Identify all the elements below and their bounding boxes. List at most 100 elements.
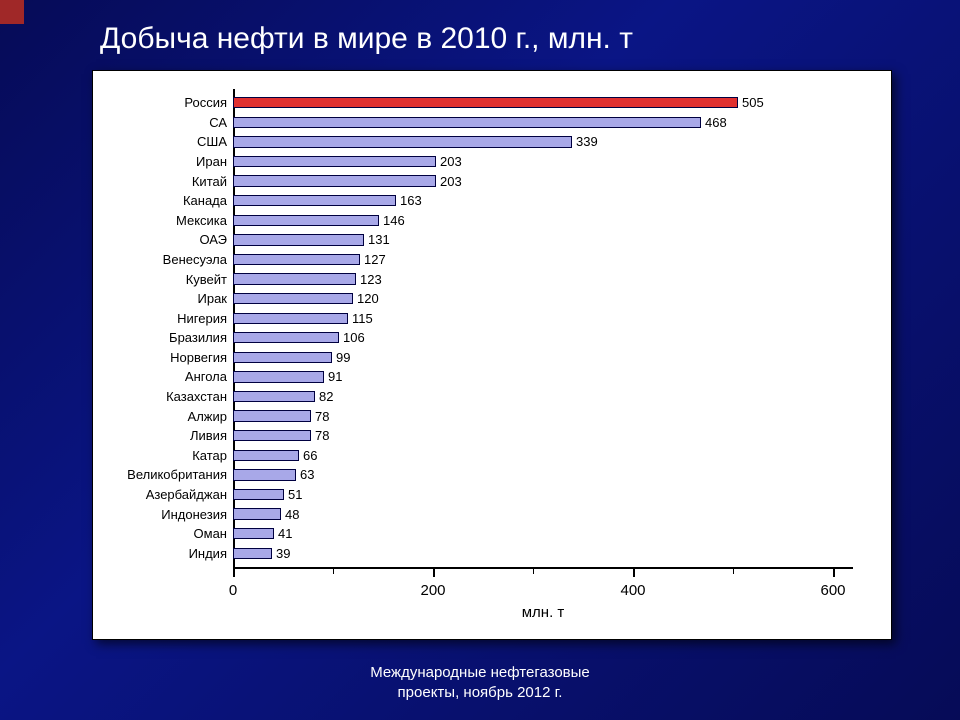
bar-value-label: 63 — [296, 467, 314, 482]
bar — [233, 195, 396, 206]
country-label: США — [93, 134, 233, 149]
x-tick-label: 600 — [820, 582, 845, 599]
bar-row: Ливия78 — [233, 428, 853, 443]
bar-row: СА468 — [233, 115, 853, 130]
country-label: Алжир — [93, 408, 233, 423]
bar-row: Ирак120 — [233, 291, 853, 306]
bar-row: Казахстан82 — [233, 389, 853, 404]
bar-value-label: 146 — [379, 213, 405, 228]
x-tick — [833, 569, 835, 577]
bar — [233, 234, 364, 245]
bar-value-label: 66 — [299, 448, 317, 463]
bar — [233, 489, 284, 500]
bar — [233, 450, 299, 461]
bar-value-label: 203 — [436, 173, 462, 188]
bar — [233, 313, 348, 324]
country-label: Россия — [93, 95, 233, 110]
bar — [233, 332, 339, 343]
bar — [233, 430, 311, 441]
x-tick — [233, 569, 235, 577]
bar-value-label: 91 — [324, 369, 342, 384]
bar-value-label: 163 — [396, 193, 422, 208]
bar-value-label: 51 — [284, 487, 302, 502]
bar-value-label: 505 — [738, 95, 764, 110]
bar-highlight — [233, 97, 738, 108]
bar-row: Нигерия115 — [233, 311, 853, 326]
bar-value-label: 131 — [364, 232, 390, 247]
x-axis-label: млн. т — [522, 604, 565, 621]
bar-row: Ангола91 — [233, 369, 853, 384]
bar-row: Великобритания63 — [233, 467, 853, 482]
bar-row: Канада163 — [233, 193, 853, 208]
x-axis — [233, 567, 853, 569]
country-label: Ангола — [93, 369, 233, 384]
bar-value-label: 115 — [348, 311, 373, 326]
bar-row: ОАЭ131 — [233, 232, 853, 247]
bar-row: Венесуэла127 — [233, 252, 853, 267]
country-label: Кувейт — [93, 271, 233, 286]
bar — [233, 136, 572, 147]
footer-line-2: проекты, ноябрь 2012 г. — [398, 684, 563, 701]
bar-value-label: 127 — [360, 252, 386, 267]
bar-row: Россия505 — [233, 95, 853, 110]
country-label: Венесуэла — [93, 252, 233, 267]
bar-row: Индонезия48 — [233, 506, 853, 521]
bar — [233, 528, 274, 539]
bar-row: Алжир78 — [233, 408, 853, 423]
bar-value-label: 203 — [436, 154, 462, 169]
footer-line-1: Международные нефтегазовые — [370, 664, 590, 681]
bar-row: Оман41 — [233, 526, 853, 541]
bar — [233, 469, 296, 480]
country-label: Нигерия — [93, 311, 233, 326]
country-label: ОАЭ — [93, 232, 233, 247]
country-label: Бразилия — [93, 330, 233, 345]
bar — [233, 156, 436, 167]
bar-row: США339 — [233, 134, 853, 149]
bar-value-label: 106 — [339, 330, 365, 345]
country-label: СА — [93, 115, 233, 130]
bar — [233, 352, 332, 363]
country-label: Китай — [93, 173, 233, 188]
x-tick-minor — [533, 569, 534, 574]
bar — [233, 548, 272, 559]
bar — [233, 273, 356, 284]
bar-value-label: 41 — [274, 526, 292, 541]
country-label: Ирак — [93, 291, 233, 306]
country-label: Катар — [93, 448, 233, 463]
country-label: Казахстан — [93, 389, 233, 404]
country-label: Ливия — [93, 428, 233, 443]
bar — [233, 215, 379, 226]
x-tick — [633, 569, 635, 577]
bar — [233, 254, 360, 265]
country-label: Оман — [93, 526, 233, 541]
bar — [233, 508, 281, 519]
x-tick-minor — [333, 569, 334, 574]
x-tick-label: 0 — [229, 582, 237, 599]
bar — [233, 371, 324, 382]
bar-value-label: 99 — [332, 350, 350, 365]
bar-value-label: 78 — [311, 428, 329, 443]
bar-row: Азербайджан51 — [233, 487, 853, 502]
bar-value-label: 120 — [353, 291, 379, 306]
x-tick-label: 200 — [420, 582, 445, 599]
bar-value-label: 468 — [701, 115, 727, 130]
slide-footer: Международные нефтегазовые проекты, нояб… — [0, 663, 960, 702]
country-label: Норвегия — [93, 350, 233, 365]
bar-row: Иран203 — [233, 154, 853, 169]
bar — [233, 410, 311, 421]
country-label: Великобритания — [93, 467, 233, 482]
bar — [233, 391, 315, 402]
bar-row: Мексика146 — [233, 213, 853, 228]
bar — [233, 117, 701, 128]
country-label: Иран — [93, 154, 233, 169]
x-tick — [433, 569, 435, 577]
bar-value-label: 339 — [572, 134, 598, 149]
chart-plot: млн. т 0200400600Россия505СА468США339Ира… — [233, 89, 853, 569]
bar-row: Китай203 — [233, 173, 853, 188]
bar-row: Индия39 — [233, 546, 853, 561]
bar-row: Катар66 — [233, 448, 853, 463]
country-label: Азербайджан — [93, 487, 233, 502]
x-tick-minor — [733, 569, 734, 574]
country-label: Индия — [93, 546, 233, 561]
bar-value-label: 123 — [356, 271, 382, 286]
